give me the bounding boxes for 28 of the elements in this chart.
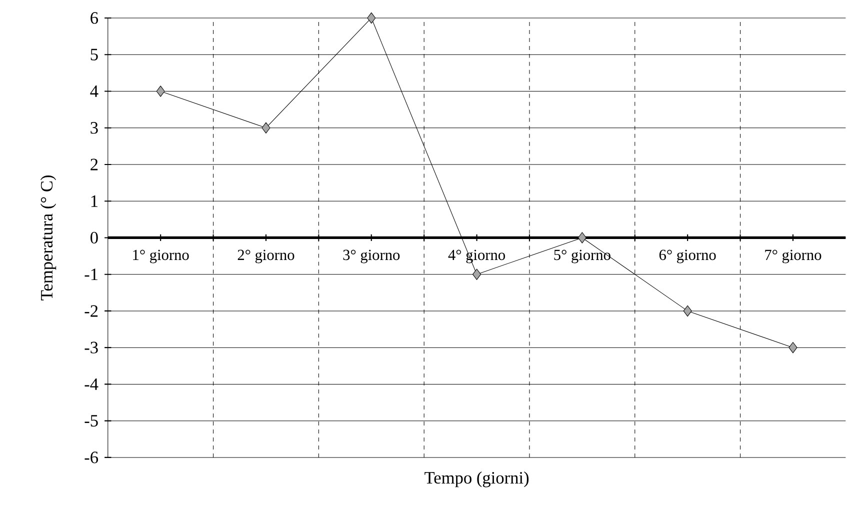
- y-tick-label: -5: [84, 414, 98, 426]
- point: [578, 232, 586, 244]
- x-tick-label: 1° giorno: [133, 250, 189, 264]
- point: [367, 12, 376, 24]
- y-tick-label: -6: [84, 451, 98, 464]
- x-axis-title: Tempo (giorni): [424, 471, 529, 488]
- x-tick-label: 6° giorno: [659, 250, 716, 264]
- point: [683, 305, 692, 316]
- point: [788, 342, 798, 353]
- y-tick-label: -1: [84, 268, 98, 280]
- y-tick-label: -4: [84, 378, 98, 390]
- y-tick-label: 4: [90, 85, 98, 97]
- x-tick-label: 5° giorno: [554, 250, 610, 264]
- x-tick-label: 3° giorno: [343, 250, 400, 264]
- x-tick-label: 7° giorno: [765, 250, 822, 264]
- y-tick-label: -2: [84, 305, 98, 317]
- y-axis-title: Temperatura (° C): [40, 175, 56, 300]
- y-tick-label: -3: [84, 342, 98, 354]
- point: [472, 268, 482, 280]
- y-tick-label: 1: [91, 195, 98, 207]
- x-tick-label: 2° giorno: [238, 250, 294, 264]
- y-tick-label: 0: [90, 232, 98, 244]
- y-tick-label: 6: [90, 12, 98, 24]
- point: [262, 122, 270, 134]
- y-tick-label: 5: [90, 48, 98, 60]
- y-tick-label: 3: [90, 122, 98, 134]
- y-tick-label: 2: [90, 158, 98, 170]
- point: [156, 85, 165, 97]
